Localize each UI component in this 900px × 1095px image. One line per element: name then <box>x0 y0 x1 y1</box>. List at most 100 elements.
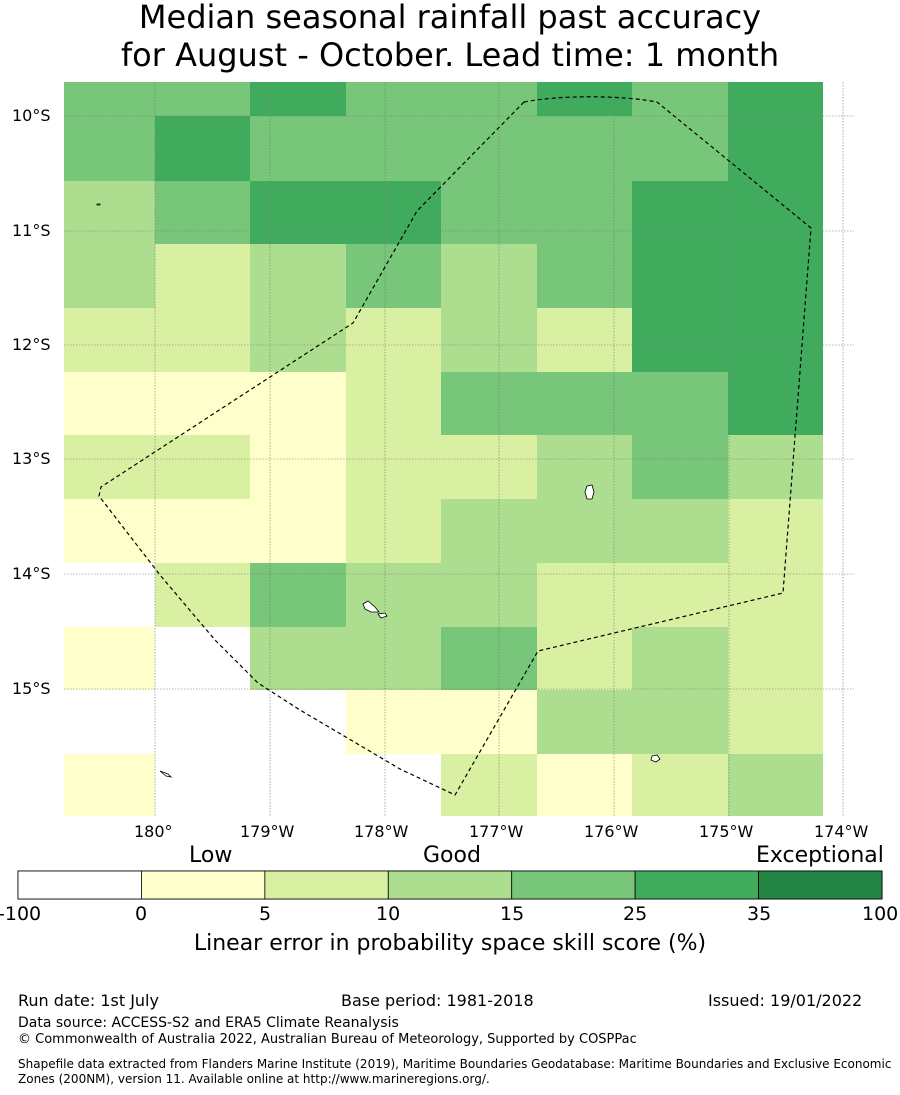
grid-cell <box>728 116 823 181</box>
grid-cell <box>155 244 250 308</box>
grid-cell <box>346 690 441 754</box>
lon-label: 175°W <box>699 822 754 841</box>
grid-cell <box>64 499 155 563</box>
lon-label: 179°W <box>240 822 295 841</box>
colorbar-tick: 10 <box>376 903 401 925</box>
grid-cell <box>250 499 346 563</box>
grid-cell <box>346 116 441 181</box>
lon-label: 178°W <box>354 822 409 841</box>
grid-cell <box>632 116 728 181</box>
shapefile-credit: Shapefile data extracted from Flanders M… <box>18 1057 892 1086</box>
grid-cell <box>728 372 823 435</box>
grid-cell <box>632 499 728 563</box>
issued-date: Issued: 19/01/2022 <box>708 991 863 1010</box>
grid-cell <box>441 372 537 435</box>
grid-cell <box>64 690 155 754</box>
island-savaii <box>362 600 380 613</box>
grid-cell <box>64 116 155 181</box>
grid-cell <box>346 181 441 244</box>
grid-cell <box>632 308 728 372</box>
lat-label: 12°S <box>12 335 51 354</box>
lon-label: 177°W <box>469 822 524 841</box>
island-dot-north <box>96 203 101 206</box>
grid-cell <box>441 181 537 244</box>
grid-cell <box>346 435 441 499</box>
lat-label: 13°S <box>12 449 51 468</box>
grid-cell <box>250 244 346 308</box>
grid-cell <box>155 627 250 690</box>
grid-cell <box>728 82 823 116</box>
grid-cell <box>537 181 632 244</box>
grid-cell <box>250 308 346 372</box>
grid-cell <box>441 690 537 754</box>
grid-cell <box>537 372 632 435</box>
grid-cell <box>537 563 632 627</box>
grid-cell <box>346 244 441 308</box>
grid-cell <box>346 754 441 816</box>
lat-label: 15°S <box>12 679 51 698</box>
grid-cell <box>537 690 632 754</box>
grid-cell <box>537 499 632 563</box>
grid-cell <box>250 181 346 244</box>
grid-cell <box>155 116 250 181</box>
colorbar-segment <box>634 870 759 900</box>
colorbar-tick: 5 <box>259 903 272 925</box>
grid-cell <box>155 82 250 116</box>
grid-cell <box>155 690 250 754</box>
island-small-east <box>650 754 661 763</box>
grid-cell <box>728 308 823 372</box>
grid-cell <box>346 627 441 690</box>
grid-cell <box>632 754 728 816</box>
lat-label: 14°S <box>12 564 51 583</box>
grid-cell <box>441 627 537 690</box>
legend-category-good: Good <box>423 843 481 868</box>
grid-cell <box>64 308 155 372</box>
copyright: © Commonwealth of Australia 2022, Austra… <box>18 1032 637 1047</box>
grid-cell <box>346 499 441 563</box>
grid-cell <box>250 627 346 690</box>
grid-cell <box>346 563 441 627</box>
grid-cell <box>441 435 537 499</box>
grid-cell <box>537 82 632 116</box>
grid-cell <box>728 435 823 499</box>
grid-cell <box>632 435 728 499</box>
grid-cell <box>728 181 823 244</box>
grid-cell <box>441 499 537 563</box>
lat-label: 10°S <box>12 106 51 125</box>
grid-cell <box>250 372 346 435</box>
grid-cell <box>537 244 632 308</box>
grid-cell <box>537 308 632 372</box>
grid-cell <box>632 372 728 435</box>
colorbar-tick: 100 <box>862 903 899 925</box>
grid-cell <box>632 82 728 116</box>
grid-cell <box>728 499 823 563</box>
base-period: Base period: 1981-2018 <box>341 991 534 1010</box>
grid-cell <box>155 435 250 499</box>
colorbar-segment <box>264 870 389 900</box>
island-small-west <box>159 770 173 778</box>
colorbar-tick: 25 <box>623 903 648 925</box>
grid-cell <box>64 563 155 627</box>
grid-cell <box>632 181 728 244</box>
grid-cell <box>64 754 155 816</box>
grid-cell <box>632 627 728 690</box>
grid-cell <box>728 690 823 754</box>
grid-cell <box>155 499 250 563</box>
grid-cell <box>441 82 537 116</box>
colorbar-segment <box>141 870 266 900</box>
colorbar-segment <box>17 870 142 900</box>
grid-cell <box>632 690 728 754</box>
colorbar-tick: 35 <box>747 903 772 925</box>
grid-cell <box>250 116 346 181</box>
grid-cell <box>441 563 537 627</box>
grid-cells <box>64 82 823 816</box>
grid-cell <box>441 244 537 308</box>
colorbar-segment <box>387 870 513 900</box>
colorbar-segment <box>758 870 883 900</box>
grid-cell <box>537 116 632 181</box>
grid-cell <box>250 690 346 754</box>
grid-cell <box>250 82 346 116</box>
grid-cell <box>155 754 250 816</box>
grid-cell <box>537 435 632 499</box>
grid-cell <box>155 563 250 627</box>
